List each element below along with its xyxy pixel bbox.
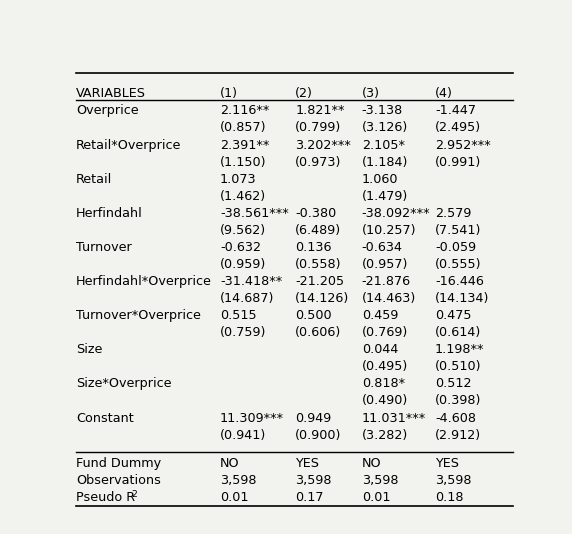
Text: (2.912): (2.912): [435, 429, 481, 442]
Text: (0.900): (0.900): [295, 429, 341, 442]
Text: -4.608: -4.608: [435, 412, 476, 425]
Text: -0.380: -0.380: [295, 207, 336, 220]
Text: (1.184): (1.184): [362, 155, 408, 169]
Text: 3,598: 3,598: [362, 474, 398, 488]
Text: -31.418**: -31.418**: [220, 275, 282, 288]
Text: (3.126): (3.126): [362, 121, 408, 135]
Text: Pseudo R: Pseudo R: [76, 491, 135, 505]
Text: -3.138: -3.138: [362, 104, 403, 117]
Text: Size*Overprice: Size*Overprice: [76, 378, 172, 390]
Text: 1.073: 1.073: [220, 172, 257, 186]
Text: 0.475: 0.475: [435, 309, 471, 322]
Text: 0.01: 0.01: [220, 491, 248, 505]
Text: Herfindahl*Overprice: Herfindahl*Overprice: [76, 275, 212, 288]
Text: (0.957): (0.957): [362, 258, 408, 271]
Text: -38.561***: -38.561***: [220, 207, 289, 220]
Text: YES: YES: [435, 457, 459, 470]
Text: 2.391**: 2.391**: [220, 138, 269, 152]
Text: (1.462): (1.462): [220, 190, 266, 203]
Text: 3,598: 3,598: [220, 474, 256, 488]
Text: (3): (3): [362, 87, 380, 100]
Text: (2): (2): [295, 87, 313, 100]
Text: 3,598: 3,598: [295, 474, 332, 488]
Text: (14.134): (14.134): [435, 292, 490, 305]
Text: (0.510): (0.510): [435, 360, 482, 373]
Text: -1.447: -1.447: [435, 104, 476, 117]
Text: (0.973): (0.973): [295, 155, 341, 169]
Text: 2.105*: 2.105*: [362, 138, 405, 152]
Text: (1.479): (1.479): [362, 190, 408, 203]
Text: 1.198**: 1.198**: [435, 343, 484, 356]
Text: VARIABLES: VARIABLES: [76, 87, 146, 100]
Text: Turnover*Overprice: Turnover*Overprice: [76, 309, 201, 322]
Text: 2.952***: 2.952***: [435, 138, 491, 152]
Text: 3,598: 3,598: [435, 474, 471, 488]
Text: Retail: Retail: [76, 172, 112, 186]
Text: (0.799): (0.799): [295, 121, 341, 135]
Text: (14.126): (14.126): [295, 292, 349, 305]
Text: (6.489): (6.489): [295, 224, 341, 237]
Text: (0.555): (0.555): [435, 258, 482, 271]
Text: (9.562): (9.562): [220, 224, 266, 237]
Text: Fund Dummy: Fund Dummy: [76, 457, 161, 470]
Text: (0.558): (0.558): [295, 258, 342, 271]
Text: (0.769): (0.769): [362, 326, 408, 339]
Text: Overprice: Overprice: [76, 104, 138, 117]
Text: (4): (4): [435, 87, 453, 100]
Text: (0.759): (0.759): [220, 326, 267, 339]
Text: 0.136: 0.136: [295, 241, 332, 254]
Text: (0.941): (0.941): [220, 429, 266, 442]
Text: -21.876: -21.876: [362, 275, 411, 288]
Text: -0.634: -0.634: [362, 241, 403, 254]
Text: 0.949: 0.949: [295, 412, 332, 425]
Text: 2: 2: [132, 490, 137, 499]
Text: 0.515: 0.515: [220, 309, 257, 322]
Text: (3.282): (3.282): [362, 429, 408, 442]
Text: (14.463): (14.463): [362, 292, 416, 305]
Text: Herfindahl: Herfindahl: [76, 207, 142, 220]
Text: -0.059: -0.059: [435, 241, 476, 254]
Text: 11.031***: 11.031***: [362, 412, 426, 425]
Text: (0.398): (0.398): [435, 395, 482, 407]
Text: 11.309***: 11.309***: [220, 412, 284, 425]
Text: (0.606): (0.606): [295, 326, 341, 339]
Text: 0.818*: 0.818*: [362, 378, 405, 390]
Text: YES: YES: [295, 457, 319, 470]
Text: (0.614): (0.614): [435, 326, 481, 339]
Text: 0.044: 0.044: [362, 343, 398, 356]
Text: (0.495): (0.495): [362, 360, 408, 373]
Text: 1.060: 1.060: [362, 172, 398, 186]
Text: (1): (1): [220, 87, 238, 100]
Text: Size: Size: [76, 343, 102, 356]
Text: (0.959): (0.959): [220, 258, 266, 271]
Text: (0.991): (0.991): [435, 155, 481, 169]
Text: Observations: Observations: [76, 474, 161, 488]
Text: 0.18: 0.18: [435, 491, 463, 505]
Text: 0.17: 0.17: [295, 491, 324, 505]
Text: (14.687): (14.687): [220, 292, 275, 305]
Text: 2.116**: 2.116**: [220, 104, 269, 117]
Text: -38.092***: -38.092***: [362, 207, 431, 220]
Text: 0.459: 0.459: [362, 309, 398, 322]
Text: 0.500: 0.500: [295, 309, 332, 322]
Text: 0.01: 0.01: [362, 491, 390, 505]
Text: Turnover: Turnover: [76, 241, 132, 254]
Text: (0.857): (0.857): [220, 121, 267, 135]
Text: 0.512: 0.512: [435, 378, 471, 390]
Text: -0.632: -0.632: [220, 241, 261, 254]
Text: 2.579: 2.579: [435, 207, 471, 220]
Text: (10.257): (10.257): [362, 224, 416, 237]
Text: NO: NO: [220, 457, 240, 470]
Text: Constant: Constant: [76, 412, 134, 425]
Text: -16.446: -16.446: [435, 275, 484, 288]
Text: 1.821**: 1.821**: [295, 104, 345, 117]
Text: -21.205: -21.205: [295, 275, 344, 288]
Text: NO: NO: [362, 457, 382, 470]
Text: 3.202***: 3.202***: [295, 138, 351, 152]
Text: (1.150): (1.150): [220, 155, 267, 169]
Text: (7.541): (7.541): [435, 224, 482, 237]
Text: (0.490): (0.490): [362, 395, 408, 407]
Text: (2.495): (2.495): [435, 121, 481, 135]
Text: Retail*Overprice: Retail*Overprice: [76, 138, 181, 152]
